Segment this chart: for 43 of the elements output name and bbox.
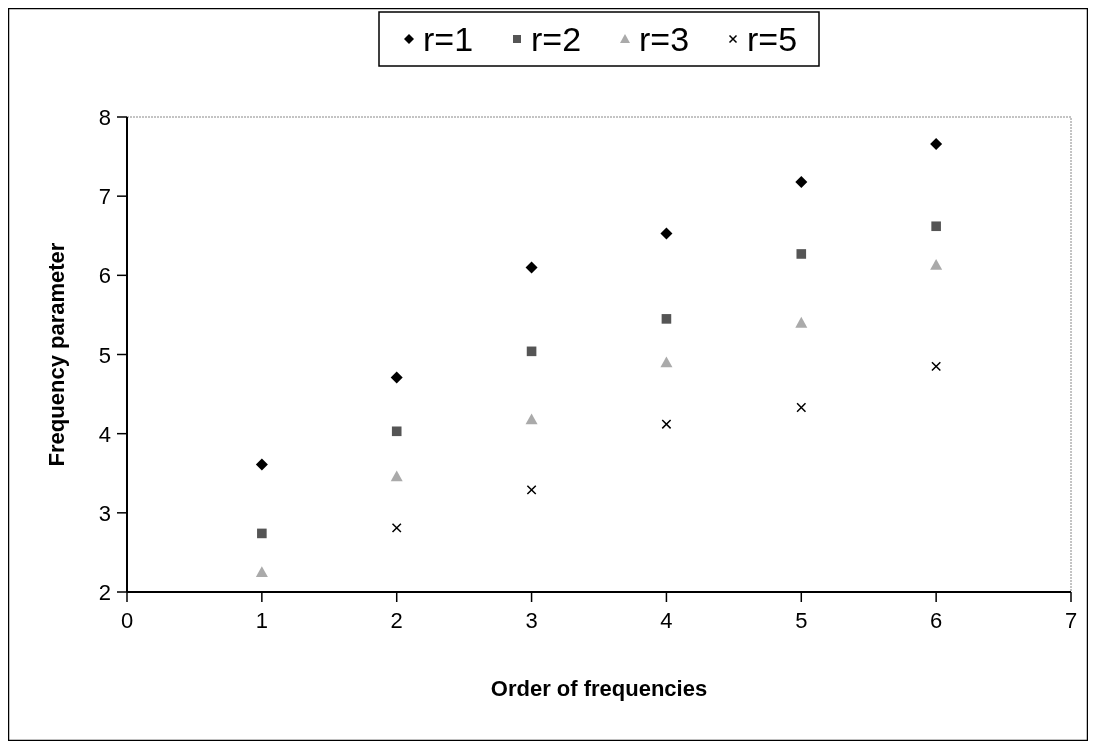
point: [390, 470, 403, 482]
point: [390, 371, 403, 384]
legend-label: r=2: [531, 20, 582, 58]
point: [796, 249, 807, 259]
legend-label: r=5: [747, 20, 798, 58]
x-axis-title: Order of frequencies: [490, 676, 708, 701]
x-tick-label: 0: [120, 608, 134, 633]
point: [661, 314, 672, 324]
point: [525, 261, 538, 274]
point: [661, 419, 672, 430]
x-tick-label: 2: [390, 608, 403, 633]
point: [257, 528, 267, 539]
y-axis-title: Frequency parameter: [44, 242, 69, 467]
y-tick-label: 6: [98, 263, 111, 289]
point: [795, 175, 808, 188]
point: [391, 426, 402, 437]
point: [255, 458, 268, 471]
point: [525, 413, 538, 425]
point: [660, 356, 673, 368]
y-tick-label: 8: [98, 105, 111, 130]
x-tick-label: 1: [255, 608, 268, 633]
y-tick-label: 7: [98, 184, 111, 210]
point: [931, 361, 942, 372]
y-tick-label: 5: [98, 342, 111, 368]
y-tick-label: 4: [98, 421, 111, 447]
legend-label: r=1: [423, 20, 474, 58]
x-tick-label: 7: [1064, 608, 1078, 633]
point: [930, 137, 943, 150]
x-tick-label: 4: [660, 608, 673, 633]
y-tick-label: 3: [98, 500, 111, 526]
x-tick-label: 3: [525, 608, 538, 633]
point: [255, 566, 268, 578]
point: [931, 221, 941, 232]
point: [796, 402, 807, 413]
y-tick-label: 2: [98, 580, 111, 605]
x-tick-label: 5: [795, 608, 808, 633]
point: [391, 522, 402, 533]
point: [930, 259, 943, 270]
point: [795, 316, 808, 328]
point: [660, 227, 673, 240]
point: [526, 484, 537, 495]
legend-label: r=3: [639, 20, 690, 58]
x-tick-label: 6: [930, 608, 943, 633]
